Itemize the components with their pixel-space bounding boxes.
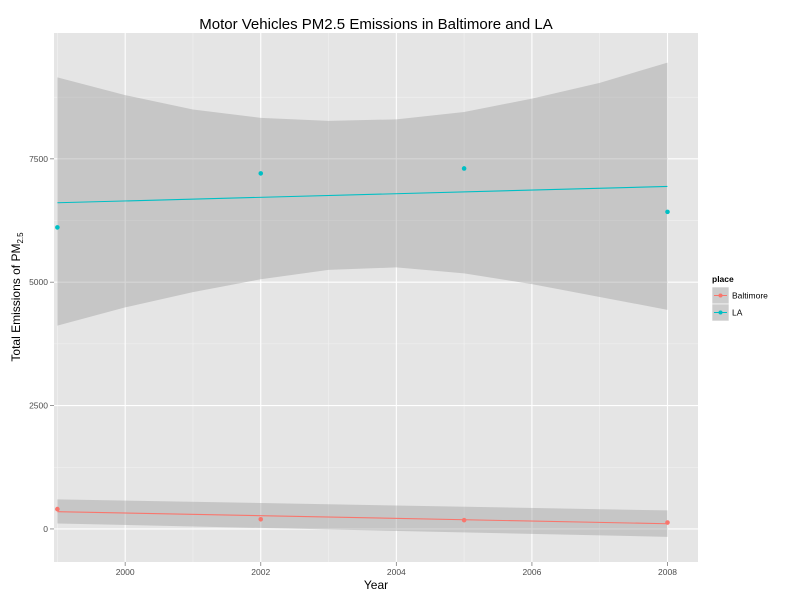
x-axis-ticks: 2000 2002 2004 2006 2008 (116, 562, 677, 577)
point-baltimore (665, 520, 670, 525)
y-tick-label: 7500 (29, 154, 48, 164)
fit-line-la (57, 185, 668, 204)
fit-line-baltimore (57, 511, 668, 525)
legend-label-la: LA (732, 308, 743, 318)
point-baltimore (461, 517, 467, 523)
legend-key-point-la (718, 310, 723, 315)
data-points (55, 166, 670, 525)
point-la (665, 209, 670, 215)
x-tick-label: 2004 (387, 567, 406, 577)
minor-gridlines (54, 33, 698, 562)
y-axis-title-subscript: 2.5 (16, 232, 25, 244)
y-tick-label: 5000 (29, 277, 48, 287)
y-axis-title: Total Emissions of PM2.5 (9, 232, 25, 362)
point-la (461, 166, 467, 171)
chart-title: Motor Vehicles PM2.5 Emissions in Baltim… (199, 16, 553, 33)
fit-lines (57, 185, 668, 525)
x-tick-label: 2002 (251, 567, 270, 577)
legend: place Baltimore LA (711, 274, 768, 322)
legend-key-point-baltimore (718, 293, 723, 298)
y-axis-title-main: Total Emissions of PM (9, 244, 23, 362)
y-tick-label: 0 (43, 524, 48, 534)
point-la (55, 225, 60, 230)
legend-label-baltimore: Baltimore (732, 291, 768, 301)
legend-keys: Baltimore LA (711, 286, 768, 322)
x-tick-label: 2006 (522, 567, 541, 577)
point-baltimore (55, 506, 60, 512)
x-axis-title: Year (364, 578, 388, 592)
x-tick-label: 2000 (116, 567, 135, 577)
legend-title: place (712, 274, 734, 284)
y-tick-label: 2500 (29, 401, 48, 411)
point-baltimore (258, 516, 264, 522)
major-gridlines (54, 33, 698, 562)
y-axis-ticks: 0 2500 5000 7500 (29, 154, 54, 534)
plot-panel (54, 33, 698, 562)
x-tick-label: 2008 (658, 567, 677, 577)
point-la (258, 171, 264, 176)
